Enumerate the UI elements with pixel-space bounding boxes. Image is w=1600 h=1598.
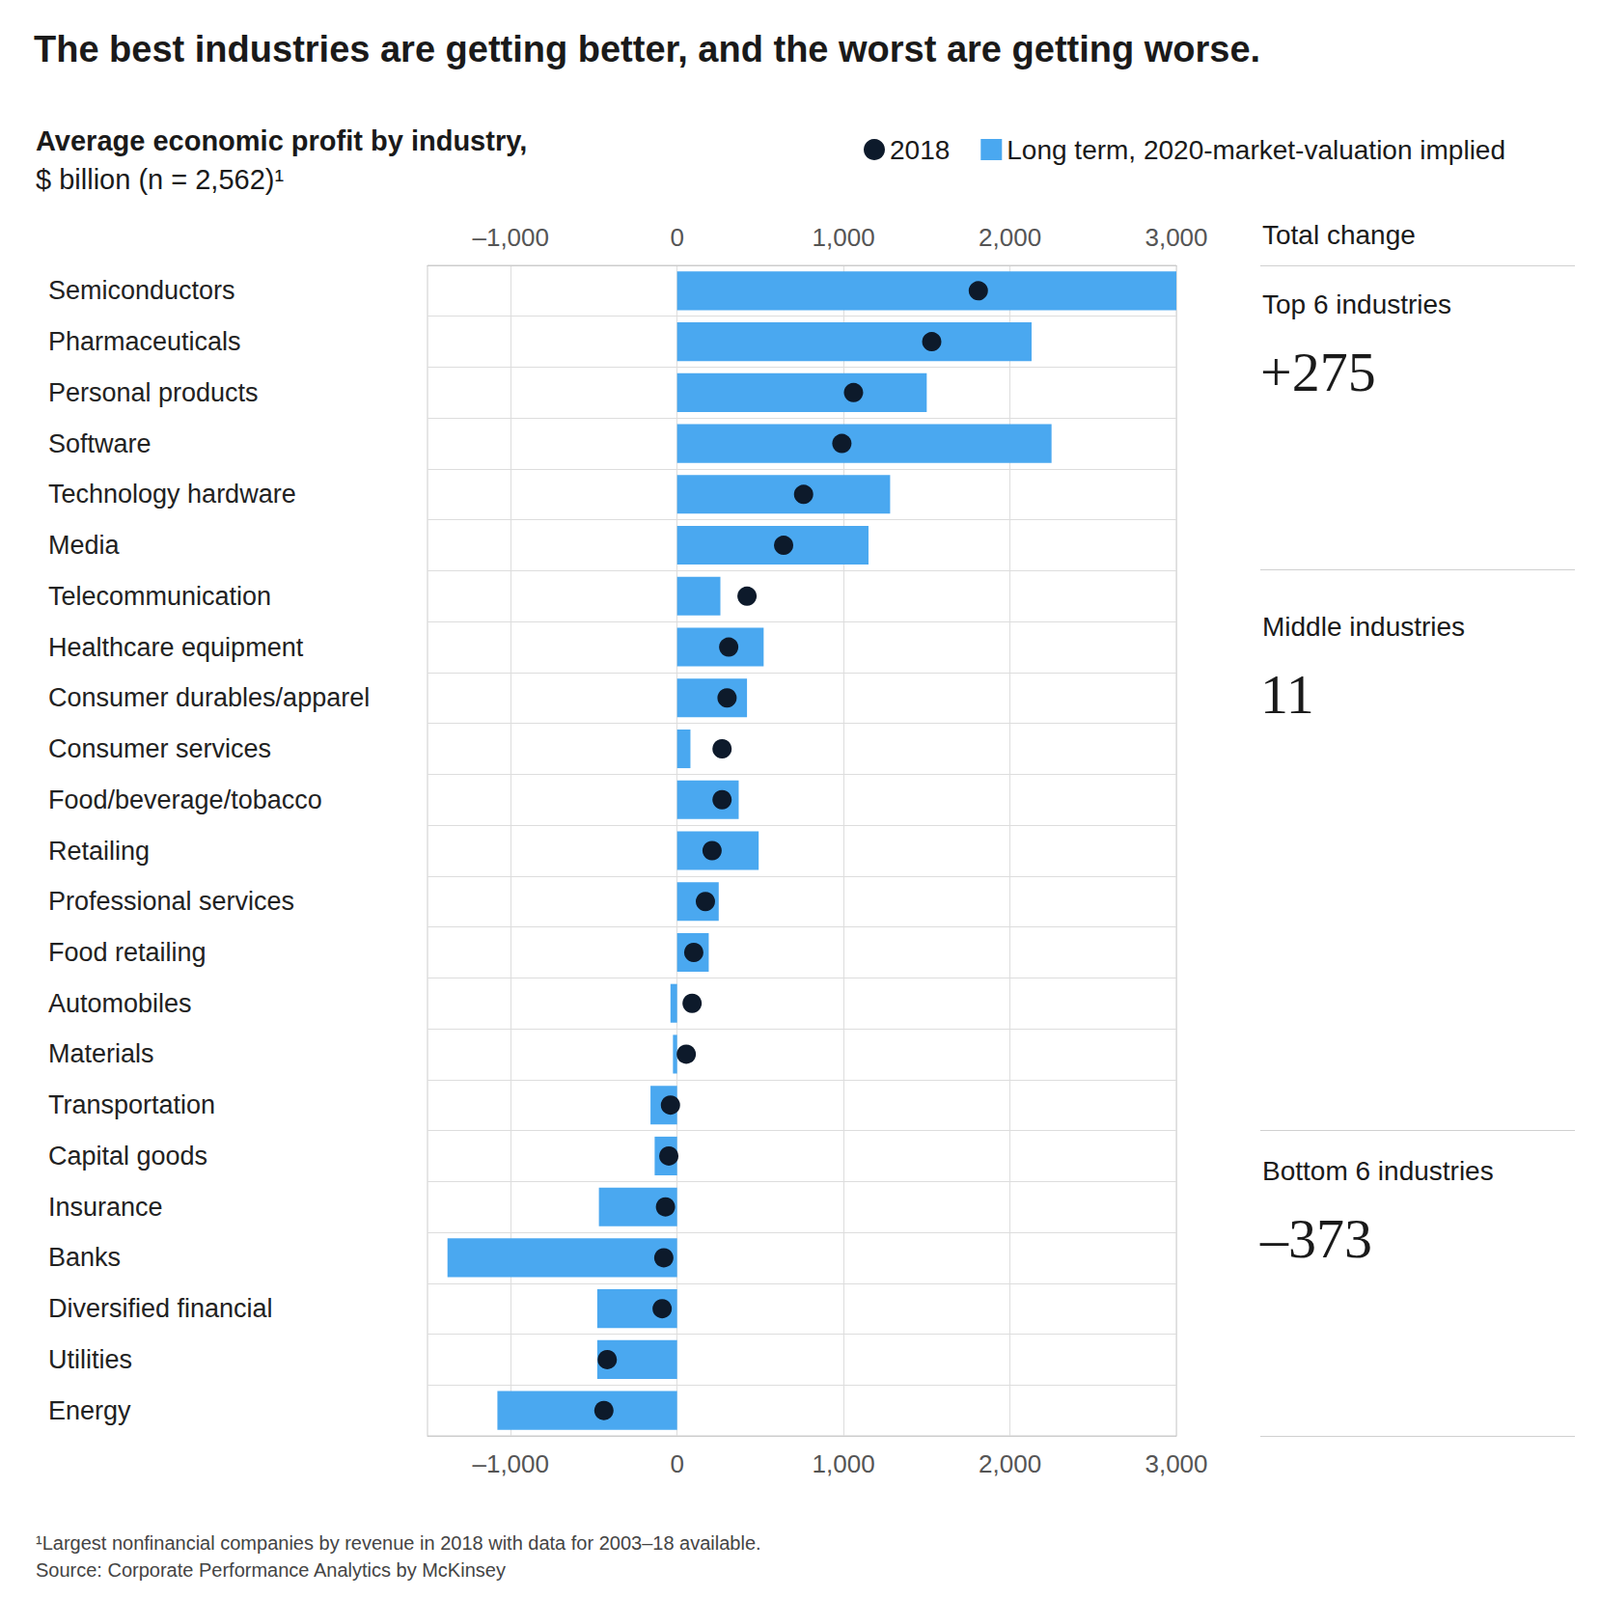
svg-text:Food/beverage/tobacco: Food/beverage/tobacco bbox=[48, 785, 323, 815]
svg-text:Healthcare equipment: Healthcare equipment bbox=[48, 633, 304, 663]
html-text:+275: +275 bbox=[1260, 340, 1376, 404]
svg-text:Semiconductors: Semiconductors bbox=[48, 275, 236, 305]
svg-text:Consumer durables/apparel: Consumer durables/apparel bbox=[48, 683, 370, 713]
html-text:Source: Corporate Performance: Source: Corporate Performance Analytics … bbox=[35, 1559, 506, 1581]
svg-text:2,000: 2,000 bbox=[978, 1449, 1042, 1479]
svg-text:Capital goods: Capital goods bbox=[48, 1141, 208, 1171]
svg-text:–1,000: –1,000 bbox=[471, 222, 550, 252]
html-text:$ billion (n = 2,562)¹: $ billion (n = 2,562)¹ bbox=[35, 164, 284, 195]
svg-text:1,000: 1,000 bbox=[812, 222, 876, 252]
html-text:Middle industries: Middle industries bbox=[1262, 611, 1465, 642]
svg-text:3,000: 3,000 bbox=[1144, 222, 1208, 252]
svg-text:Transportation: Transportation bbox=[48, 1090, 216, 1120]
svg-text:3,000: 3,000 bbox=[1144, 1449, 1208, 1479]
svg-text:2018: 2018 bbox=[889, 135, 950, 166]
svg-text:Materials: Materials bbox=[48, 1039, 155, 1069]
svg-text:Energy: Energy bbox=[48, 1396, 132, 1426]
svg-text:0: 0 bbox=[669, 1449, 684, 1479]
html-text:Bottom 6 industries: Bottom 6 industries bbox=[1262, 1156, 1494, 1187]
svg-text:Software: Software bbox=[48, 429, 152, 459]
svg-text:Food retailing: Food retailing bbox=[48, 937, 207, 967]
svg-text:Technology hardware: Technology hardware bbox=[48, 479, 297, 509]
svg-text:Consumer services: Consumer services bbox=[48, 734, 272, 764]
svg-text:Media: Media bbox=[48, 530, 121, 560]
svg-text:Banks: Banks bbox=[48, 1242, 121, 1272]
html-text:¹Largest nonfinancial companie: ¹Largest nonfinancial companies by reven… bbox=[35, 1532, 762, 1554]
svg-text:Long term, 2020-market-valuati: Long term, 2020-market-valuation implied bbox=[1006, 135, 1506, 166]
svg-text:–1,000: –1,000 bbox=[471, 1449, 550, 1479]
html-text:–373: –373 bbox=[1260, 1207, 1373, 1270]
svg-text:Professional services: Professional services bbox=[48, 886, 295, 916]
html-text:11: 11 bbox=[1260, 662, 1315, 726]
svg-text:Utilities: Utilities bbox=[48, 1345, 133, 1375]
svg-text:0: 0 bbox=[669, 222, 684, 252]
html-text:The best industries are gettin: The best industries are getting better, … bbox=[33, 28, 1261, 70]
html-text:Top 6 industries: Top 6 industries bbox=[1262, 289, 1452, 320]
svg-text:Diversified financial: Diversified financial bbox=[48, 1294, 274, 1324]
svg-text:Personal products: Personal products bbox=[48, 378, 259, 408]
svg-text:1,000: 1,000 bbox=[812, 1449, 876, 1479]
html-text:Total change: Total change bbox=[1262, 220, 1416, 250]
svg-text:Retailing: Retailing bbox=[48, 836, 150, 866]
svg-text:Automobiles: Automobiles bbox=[48, 989, 193, 1019]
svg-text:Telecommunication: Telecommunication bbox=[48, 581, 272, 611]
svg-text:2,000: 2,000 bbox=[978, 222, 1042, 252]
svg-text:Pharmaceuticals: Pharmaceuticals bbox=[48, 327, 242, 357]
html-text:Average economic profit by ind: Average economic profit by industry, bbox=[35, 125, 528, 157]
svg-text:Insurance: Insurance bbox=[48, 1192, 164, 1222]
